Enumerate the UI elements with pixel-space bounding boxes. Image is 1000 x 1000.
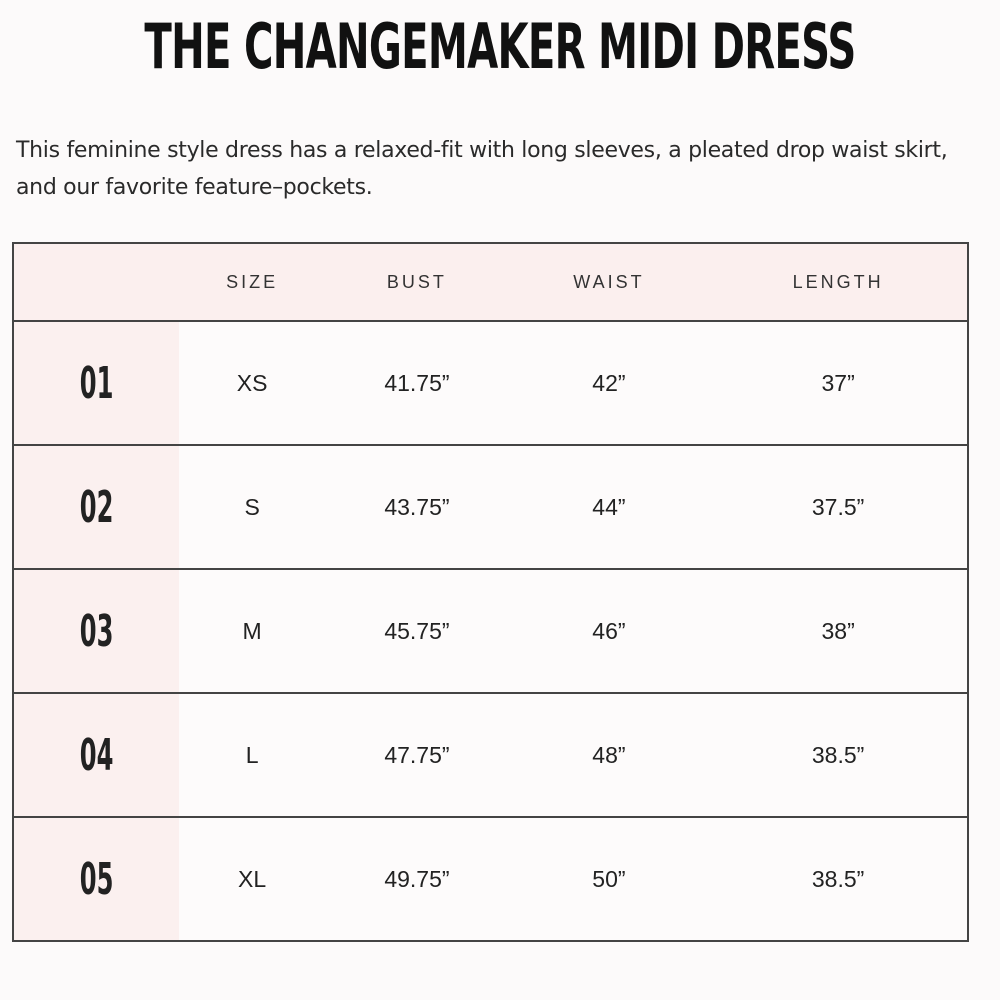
cell-waist: 50”: [508, 816, 710, 941]
cell-length: 38.5”: [709, 692, 968, 817]
cell-waist: 46”: [508, 568, 710, 693]
header-waist: WAIST: [573, 271, 645, 292]
cell-num: 02: [13, 444, 179, 569]
cell-bust: 41.75”: [325, 320, 509, 445]
table-header-row: SIZE BUST WAIST LENGTH: [13, 243, 968, 321]
header-length: LENGTH: [792, 271, 884, 292]
cell-num: 05: [13, 816, 179, 941]
header-size: SIZE: [226, 271, 279, 292]
cell-length: 38.5”: [709, 816, 968, 941]
cell-num: 01: [13, 320, 179, 445]
row-number: 04: [79, 729, 114, 781]
row-number: 01: [79, 357, 114, 409]
header-bust: BUST: [386, 271, 447, 292]
cell-bust: 47.75”: [325, 692, 509, 817]
row-number: 03: [79, 605, 114, 657]
cell-bust: 49.75”: [325, 816, 509, 941]
cell-size: M: [179, 568, 326, 693]
cell-size: L: [179, 692, 326, 817]
header-blank: [13, 243, 179, 321]
cell-length: 38”: [709, 568, 968, 693]
cell-bust: 45.75”: [325, 568, 509, 693]
cell-length: 37”: [709, 320, 968, 445]
table-row: 02 S 43.75” 44” 37.5”: [13, 444, 968, 569]
product-description: This feminine style dress has a relaxed-…: [16, 138, 948, 200]
cell-num: 03: [13, 568, 179, 693]
row-number: 05: [79, 853, 114, 905]
cell-size: XL: [179, 816, 326, 941]
row-number: 02: [79, 481, 114, 533]
size-chart-table: SIZE BUST WAIST LENGTH 01 XS 41.75” 42” 37” 0…: [12, 242, 969, 942]
table-row: 01 XS 41.75” 42” 37”: [13, 320, 968, 445]
cell-bust: 43.75”: [325, 444, 509, 569]
cell-size: XS: [179, 320, 326, 445]
cell-size: S: [179, 444, 326, 569]
cell-waist: 44”: [508, 444, 710, 569]
cell-num: 04: [13, 692, 179, 817]
table-row: 04 L 47.75” 48” 38.5”: [13, 692, 968, 817]
cell-waist: 48”: [508, 692, 710, 817]
table-row: 03 M 45.75” 46” 38”: [13, 568, 968, 693]
cell-length: 37.5”: [709, 444, 968, 569]
table-row: 05 XL 49.75” 50” 38.5”: [13, 816, 968, 941]
page-title: THE CHANGEMAKER MIDI DRESS: [144, 10, 856, 83]
cell-waist: 42”: [508, 320, 710, 445]
